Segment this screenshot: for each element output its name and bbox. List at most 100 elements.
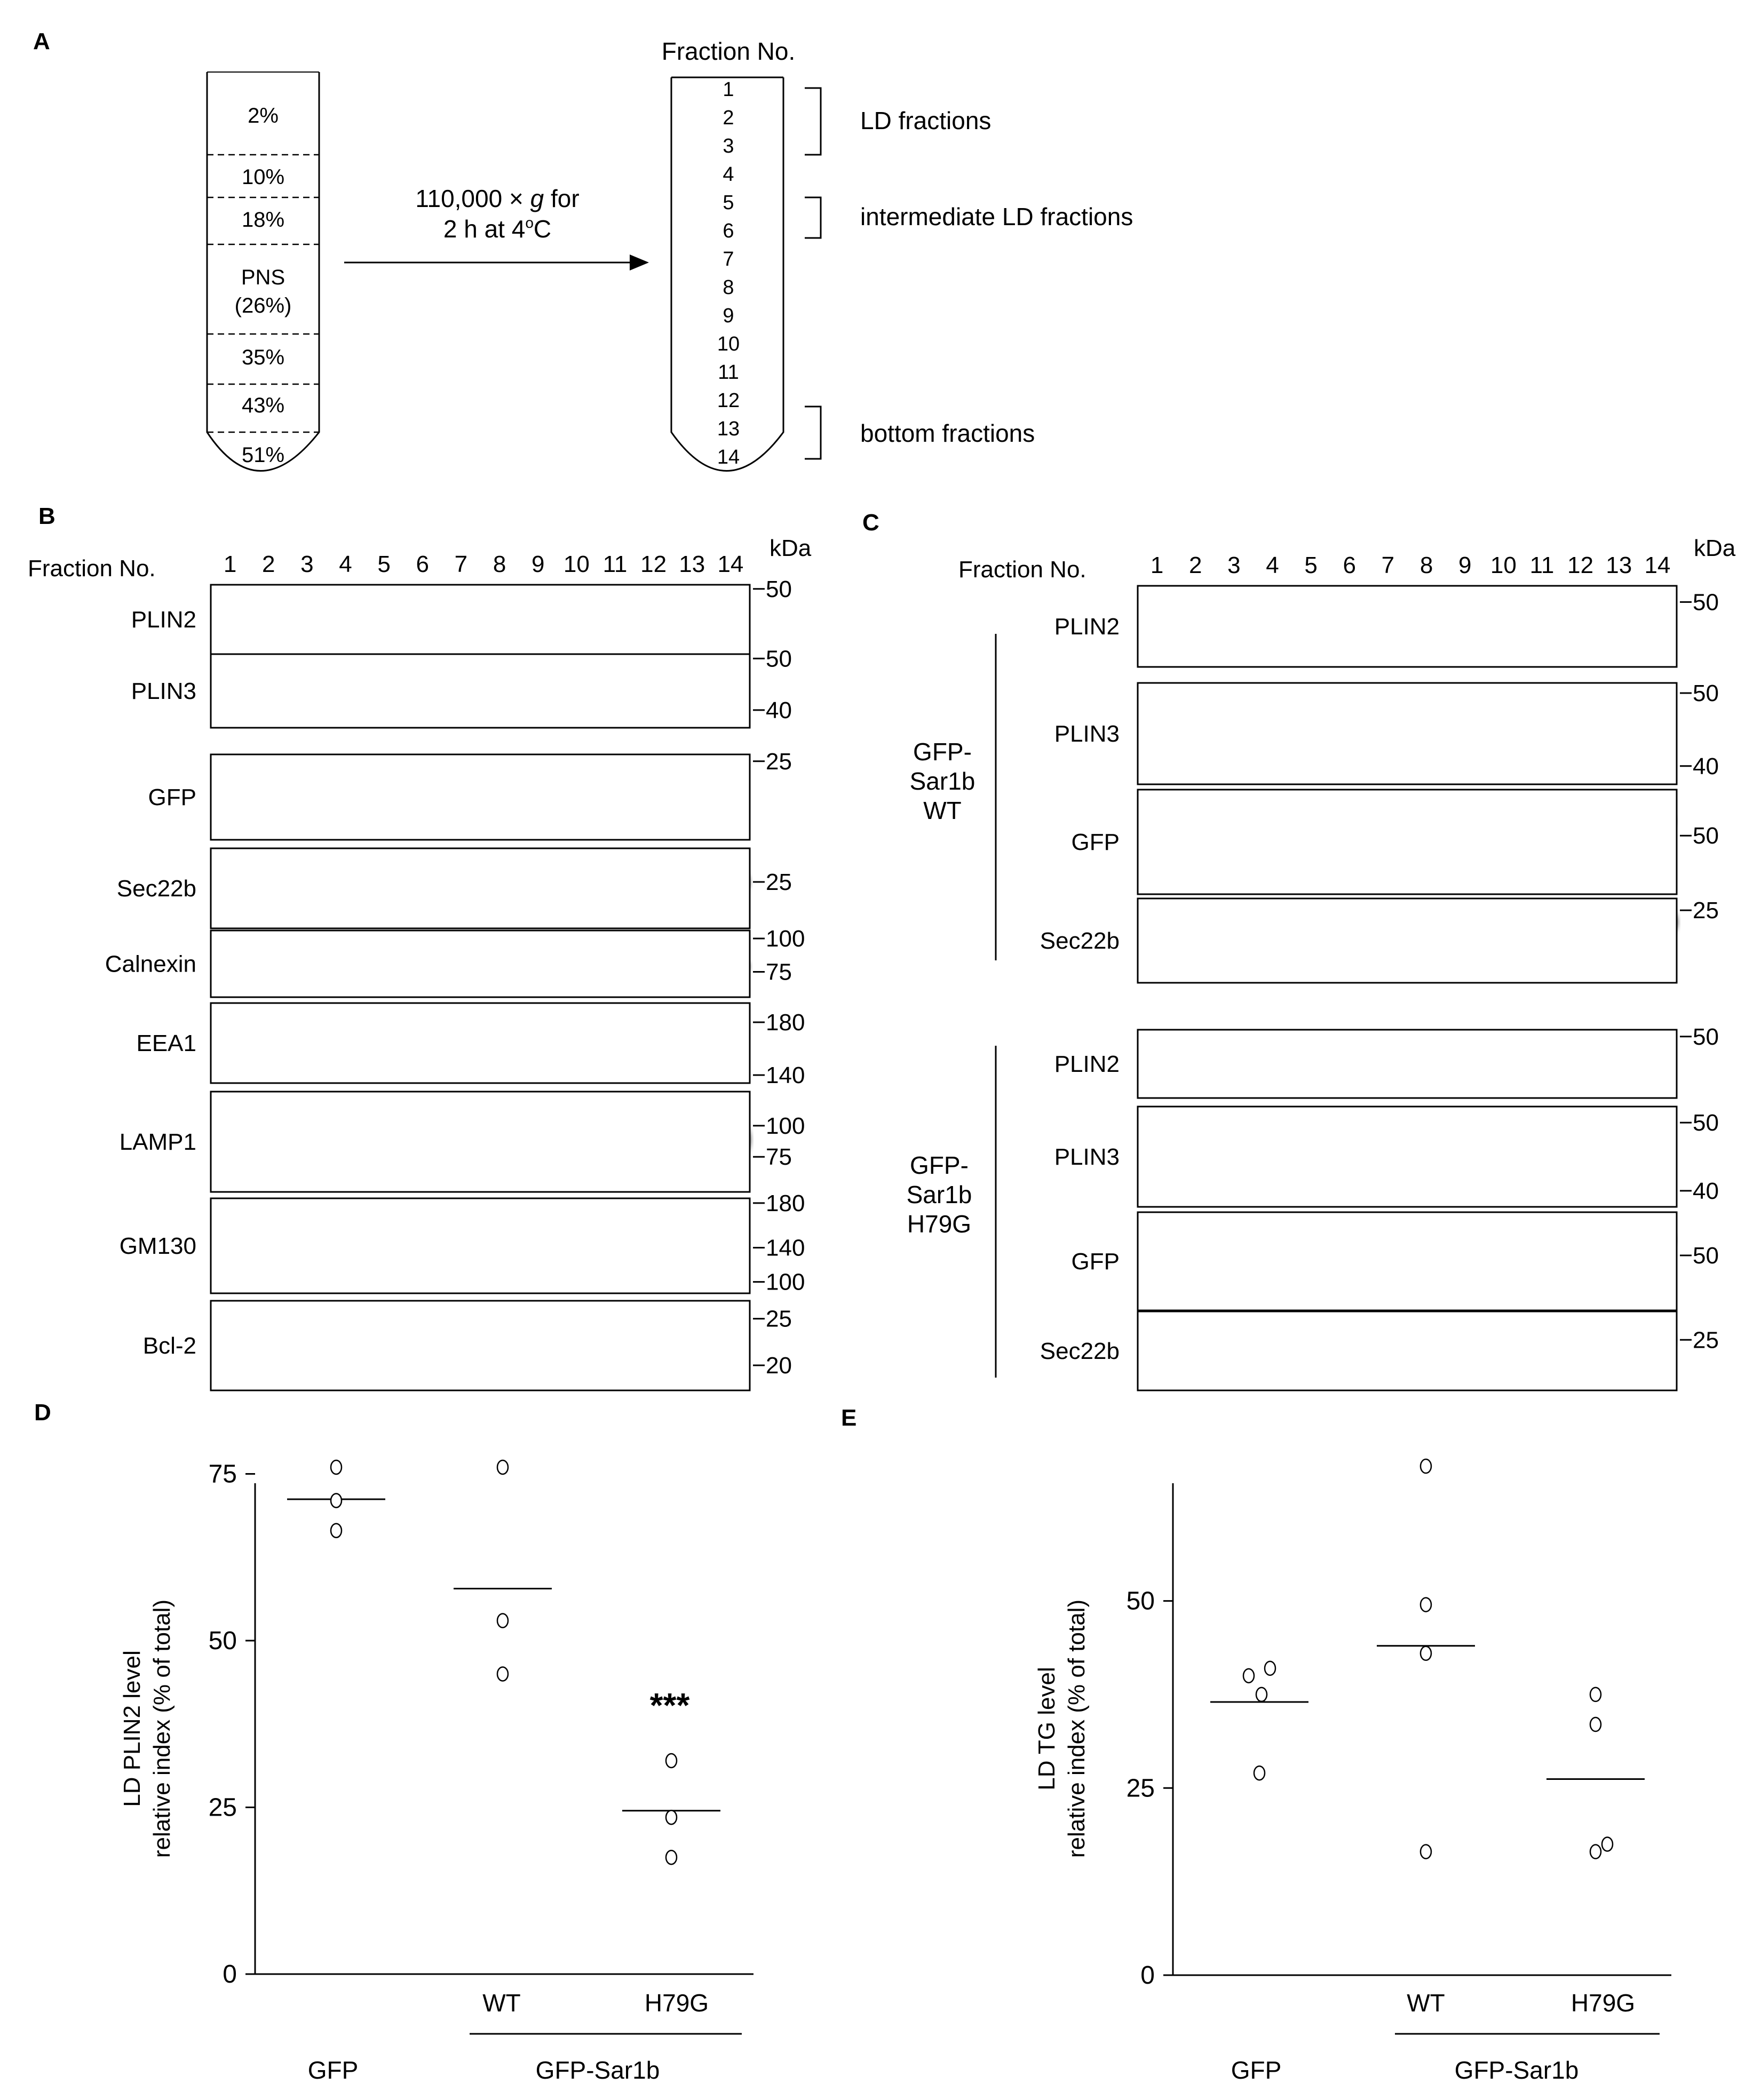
data-point [496, 1459, 509, 1475]
blot-plin2: PLIN2 50 [1054, 1024, 1719, 1099]
lane-number-10: 10 [1490, 552, 1517, 578]
lane-number-11: 11 [1530, 552, 1554, 578]
group-label-e: GFP-Sar1b [1455, 2056, 1579, 2084]
y-tick-label: 50 [209, 1627, 237, 1655]
fraction-number-4: 4 [723, 163, 734, 186]
blot-gfp: GFP 50 [1072, 1211, 1719, 1311]
lane-number-7: 7 [455, 551, 467, 577]
x-label-wt-e: WT [1407, 1989, 1445, 2017]
bracket-label-bottom: bottom fractions [860, 419, 1035, 447]
lane-number-9: 9 [532, 551, 544, 577]
marker-label: 50 [1693, 1024, 1719, 1050]
lane-number-6: 6 [1343, 552, 1356, 578]
panel-label-d: D [34, 1399, 51, 1426]
arrow-label-line2: 2 h at 4oC [443, 214, 551, 243]
marker-label: 25 [1693, 897, 1719, 924]
data-point [1255, 1687, 1268, 1703]
y-tick-label: 50 [1127, 1587, 1155, 1616]
kda-label-c: kDa [1694, 535, 1736, 561]
marker-label: 25 [1693, 1327, 1719, 1353]
arrow-label-line1: 110,000 × g for [415, 185, 579, 212]
marker-label: 50 [1693, 680, 1719, 706]
lane-number-7: 7 [1382, 552, 1394, 578]
y-label-e-1: LD TG level [1034, 1667, 1060, 1791]
marker-label: 25 [766, 869, 792, 895]
data-point [1419, 1458, 1432, 1474]
blot-plin2: PLIN2 50 [131, 576, 792, 655]
x-label-h79g-d: H79G [645, 1989, 709, 2017]
lane-number-1: 1 [1151, 552, 1163, 578]
y-tick-label: 75 [209, 1460, 237, 1489]
blot-frame [1137, 1310, 1678, 1391]
fraction-number-6: 6 [723, 220, 734, 242]
blot-frame [210, 1197, 751, 1294]
blot-label: GFP [148, 784, 196, 810]
y-label-d-2: relative index (% of total) [149, 1600, 175, 1858]
marker-label: 50 [1693, 823, 1719, 849]
layer-43pct: 43% [242, 394, 284, 417]
blot-label: PLIN2 [131, 607, 196, 633]
marker-label: 140 [766, 1062, 805, 1088]
fraction-number-7: 7 [723, 248, 734, 271]
lane-number-3: 3 [1227, 552, 1240, 578]
gradient-tube-left: 2% 10% 18% PNS (26%) 35% 43% 51% [206, 71, 320, 472]
blot-frame [210, 929, 751, 998]
blot-frame [210, 753, 751, 841]
fraction-number-5: 5 [723, 192, 734, 214]
lane-number-9: 9 [1458, 552, 1471, 578]
blot-label: GFP [1072, 1248, 1120, 1275]
lane-number-12: 12 [640, 551, 667, 577]
blot-label: Calnexin [105, 951, 196, 977]
bracket-label-intermediate: intermediate LD fractions [860, 203, 1133, 230]
data-point [1419, 1597, 1432, 1612]
marker-label: 180 [766, 1190, 805, 1216]
x-label-gfp-d: GFP [308, 2056, 359, 2084]
blot-bcl-2: Bcl-2 25 20 [143, 1300, 792, 1391]
data-point [496, 1666, 509, 1682]
fraction-number-14: 14 [717, 446, 740, 468]
group-label-d: GFP-Sar1b [536, 2056, 660, 2084]
blot-gm130: GM130 180 140 100 [120, 1190, 805, 1295]
lane-number-13: 13 [1606, 552, 1632, 578]
fraction-title-a: Fraction No. [662, 37, 796, 65]
panel-label-c: C [862, 510, 879, 536]
fraction-number-8: 8 [723, 276, 734, 299]
blot-label: PLIN3 [1054, 1144, 1120, 1170]
marker-label: 140 [766, 1235, 805, 1261]
blot-label: Bcl-2 [143, 1333, 196, 1359]
blot-sec22b: Sec22b 25 [1040, 1310, 1719, 1391]
lane-number-8: 8 [493, 551, 506, 577]
blot-frame [210, 653, 751, 729]
blot-label: Sec22b [1040, 928, 1120, 954]
marker-label: 50 [766, 576, 792, 602]
lane-number-10: 10 [564, 551, 590, 577]
y-ticks-d: 0 25 50 75 [209, 1460, 255, 1988]
blot-frame [1137, 897, 1678, 984]
data-point [1242, 1668, 1255, 1684]
marker-label: 100 [766, 1113, 805, 1139]
blot-panels-b: PLIN2 50 PLIN3 50 40 GFP 25 Sec22b 25 Calnexin 100… [105, 576, 805, 1391]
data-marks-d [287, 1459, 720, 1865]
blot-frame [1137, 1211, 1678, 1311]
lane-number-14: 14 [1644, 552, 1670, 578]
data-point [665, 1850, 678, 1865]
group-label-wt-1: GFP- [913, 738, 972, 766]
x-label-gfp-e: GFP [1231, 2056, 1282, 2084]
blot-sec22b: Sec22b 25 [117, 847, 792, 929]
y-label-e-2: relative index (% of total) [1064, 1600, 1090, 1858]
group-label-h79g-2: Sar1b [907, 1181, 972, 1208]
lane-number-1: 1 [224, 551, 236, 577]
blot-frame [1137, 789, 1678, 895]
blot-gfp: GFP 50 [1072, 789, 1719, 895]
fraction-title-b: Fraction No. [28, 555, 156, 582]
data-marks-e [1210, 1458, 1645, 1859]
marker-label: 180 [766, 1009, 805, 1036]
data-point [1601, 1836, 1614, 1852]
blot-eea1: EEA1 180 140 [136, 1002, 805, 1088]
blot-label: GFP [1072, 829, 1120, 855]
data-point [665, 1753, 678, 1769]
group-label-wt-3: WT [923, 797, 962, 824]
group-label-wt-2: Sar1b [910, 767, 975, 795]
y-tick-label: 25 [1127, 1774, 1155, 1802]
